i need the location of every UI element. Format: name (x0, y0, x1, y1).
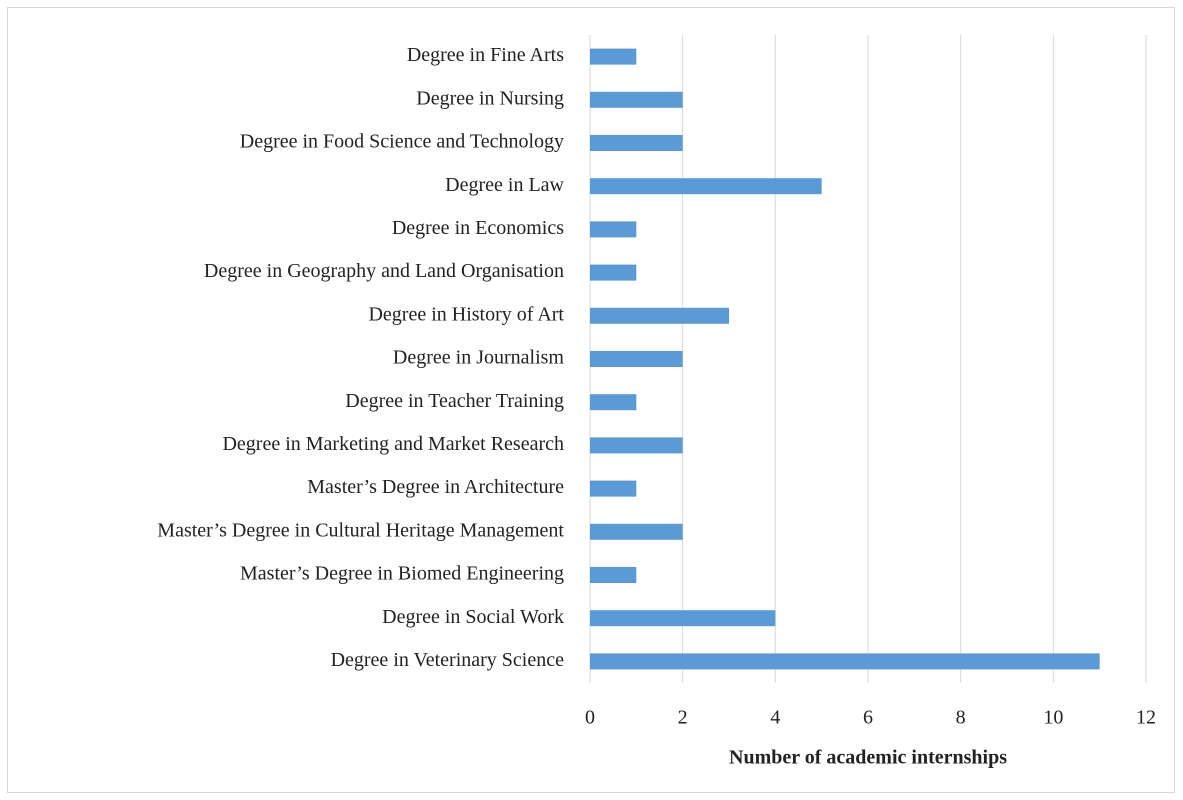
bar (590, 610, 776, 627)
bar (590, 48, 637, 65)
y-tick-label: Degree in Marketing and Market Research (222, 433, 564, 455)
bar (590, 480, 637, 497)
y-tick-label: Master’s Degree in Biomed Engineering (240, 563, 564, 585)
bar (590, 437, 683, 454)
y-tick-label: Degree in Social Work (382, 606, 564, 628)
bar (590, 264, 637, 281)
y-tick-label: Degree in Law (445, 174, 564, 196)
bar (590, 221, 637, 238)
y-tick-label: Degree in Journalism (393, 347, 565, 369)
x-axis-title: Number of academic internships (729, 747, 1007, 769)
bar (590, 135, 683, 151)
bar (590, 351, 683, 367)
y-tick-label: Degree in Teacher Training (345, 390, 564, 412)
y-tick-label: Degree in Food Science and Technology (240, 131, 564, 153)
y-tick-label: Degree in History of Art (368, 303, 564, 325)
x-tick-label: 10 (1043, 707, 1063, 729)
bar (590, 91, 683, 108)
x-tick-label: 2 (678, 707, 688, 729)
x-tick-label: 12 (1136, 707, 1156, 729)
x-tick-label: 6 (863, 707, 873, 729)
y-tick-label: Degree in Fine Arts (407, 44, 564, 66)
x-tick-label: 8 (956, 707, 966, 729)
bar (590, 523, 683, 540)
y-tick-label: Degree in Veterinary Science (331, 649, 565, 671)
y-tick-label: Master’s Degree in Architecture (307, 476, 564, 498)
y-tick-label: Degree in Economics (392, 217, 564, 239)
x-tick-label: 4 (770, 707, 780, 729)
bar (590, 394, 637, 411)
x-tick-label: 0 (585, 707, 595, 729)
y-tick-label: Degree in Nursing (416, 87, 564, 109)
y-tick-label: Master’s Degree in Cultural Heritage Man… (157, 519, 564, 541)
bar (590, 653, 1100, 670)
bar (590, 567, 637, 583)
bar (590, 178, 822, 195)
chart-border (7, 7, 1175, 793)
bar (590, 307, 729, 324)
y-tick-label: Degree in Geography and Land Organisatio… (204, 260, 564, 282)
